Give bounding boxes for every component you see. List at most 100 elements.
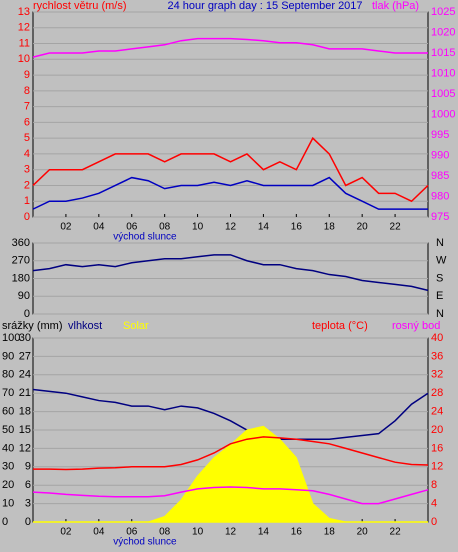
legend-entry: teplota (°C)	[312, 320, 368, 332]
y-tick-label: 1010	[431, 67, 455, 79]
y-tick-label: 0	[2, 516, 8, 528]
y-tick-label: 990	[431, 149, 449, 161]
y-tick-label: 980	[431, 190, 449, 202]
y-tick-label: 4	[431, 498, 437, 510]
x-tick-label: 14	[258, 222, 270, 233]
y-tick-label: 12	[19, 442, 31, 454]
x-tick-label: 18	[324, 222, 336, 233]
y-tick-label: 12	[431, 461, 443, 473]
x-tick-label: 16	[291, 222, 303, 233]
y-tick-label: 0	[24, 308, 30, 320]
y-tick-label: 27	[19, 350, 31, 362]
y-tick-label: 21	[19, 387, 31, 399]
x-tick-label: 14	[258, 527, 270, 538]
y-tick-label: 30	[2, 461, 14, 473]
y-tick-label: 13	[18, 6, 30, 18]
x-tick-label: 04	[93, 527, 105, 538]
x-tick-label: 02	[60, 527, 72, 538]
x-tick-label: 10	[192, 222, 204, 233]
y-tick-label: 40	[431, 332, 443, 344]
series-line	[32, 176, 428, 210]
x-tick-label: 06	[126, 527, 138, 538]
y-tick-label: 975	[431, 211, 449, 223]
y-tick-label: 5	[24, 132, 30, 144]
legend-entry: Solar	[123, 320, 149, 332]
y-tick-label: 270	[12, 255, 30, 267]
series-line	[32, 37, 428, 58]
y-tick-label: 28	[431, 387, 443, 399]
y-tick-label: 1020	[431, 26, 455, 38]
y-tick-label: 0	[24, 211, 30, 223]
y-tick-label: 9	[25, 461, 31, 473]
y-tick-label: 20	[431, 424, 443, 436]
y-tick-label: 1025	[431, 6, 455, 18]
x-tick-label: 20	[357, 222, 369, 233]
y-tick-label: 6	[25, 479, 31, 491]
y-tick-label: 1015	[431, 47, 455, 59]
chart-title: 24 hour graph day : 15 September 2017	[167, 0, 362, 12]
x-tick-label: 16	[291, 527, 303, 538]
y-tick-label: 70	[2, 387, 14, 399]
y-tick-label: 90	[2, 350, 14, 362]
y-tick-label: 1	[24, 195, 30, 207]
x-tick-label: 02	[60, 222, 72, 233]
series-line	[32, 486, 429, 505]
y-tick-label: W	[436, 255, 447, 267]
y-tick-label: 6	[24, 116, 30, 128]
y-tick-label: 10	[2, 498, 14, 510]
y-tick-label: 18	[19, 406, 31, 418]
y-tick-label: 24	[431, 406, 443, 418]
y-tick-label: 30	[19, 332, 31, 344]
y-tick-label: 24	[19, 369, 31, 381]
y-tick-label: 40	[2, 442, 14, 454]
y-tick-label: 7	[24, 101, 30, 113]
legend-entry: vlhkost	[68, 320, 102, 332]
y-tick-label: 16	[431, 442, 443, 454]
plot-area	[32, 11, 429, 218]
y-tick-label: 180	[12, 272, 30, 284]
series-line	[32, 136, 429, 203]
series-line	[33, 436, 429, 471]
y-tick-label: 1000	[431, 108, 455, 120]
y-tick-label: 80	[2, 369, 14, 381]
x-tick-label: 08	[159, 222, 171, 233]
y-tick-label: 1005	[431, 88, 455, 100]
y-tick-label: 15	[19, 424, 31, 436]
x-tick-label: 22	[390, 527, 402, 538]
y-tick-label: 60	[2, 406, 14, 418]
y-tick-label: 985	[431, 170, 449, 182]
y-tick-label: 9	[24, 69, 30, 81]
y-tick-label: 995	[431, 129, 449, 141]
x-tick-label: 20	[357, 527, 369, 538]
y-tick-label: 36	[431, 350, 443, 362]
x-tick-label: 12	[225, 222, 237, 233]
x-tick-label: 12	[225, 527, 237, 538]
y-tick-label: 8	[24, 85, 30, 97]
x-tick-label: 18	[324, 527, 336, 538]
y-tick-label: 8	[431, 479, 437, 491]
y-tick-label: 20	[2, 479, 14, 491]
y-tick-label: S	[436, 272, 443, 284]
legend-entry: rosný bod	[392, 320, 440, 332]
y-tick-label: 360	[12, 237, 30, 249]
y-tick-label: 2	[24, 179, 30, 191]
x-tick-label: 22	[390, 222, 402, 233]
y-tick-label: 100	[2, 332, 20, 344]
y-tick-label: 11	[19, 37, 30, 49]
y-tick-label: N	[436, 308, 444, 320]
y-tick-label: 0	[431, 516, 437, 528]
y-tick-label: 0	[25, 516, 31, 528]
sunrise-label: východ slunce	[113, 232, 177, 243]
x-tick-label: 06	[126, 222, 138, 233]
y-tick-label: N	[436, 237, 444, 249]
y-tick-label: 90	[18, 290, 30, 302]
y-tick-label: 3	[25, 498, 31, 510]
y-tick-label: 12	[18, 22, 30, 34]
x-tick-label: 08	[159, 527, 171, 538]
y-tick-label: 4	[24, 148, 30, 160]
sunrise-label: východ slunce	[113, 537, 177, 548]
y-tick-label: 50	[2, 424, 14, 436]
y-tick-label: 10	[18, 53, 30, 65]
y-tick-label: 3	[24, 164, 30, 176]
